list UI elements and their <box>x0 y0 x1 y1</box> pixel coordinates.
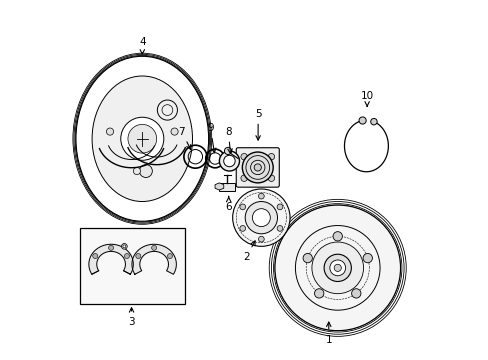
Circle shape <box>333 264 341 271</box>
Text: 6: 6 <box>225 196 232 212</box>
Circle shape <box>332 231 342 241</box>
Text: 4: 4 <box>139 37 145 54</box>
Circle shape <box>358 117 366 124</box>
Text: 9: 9 <box>207 123 216 153</box>
Circle shape <box>239 204 245 210</box>
Circle shape <box>167 253 172 258</box>
Polygon shape <box>215 183 224 190</box>
Circle shape <box>171 128 178 135</box>
Circle shape <box>363 253 372 263</box>
Circle shape <box>241 153 247 160</box>
Circle shape <box>219 151 239 171</box>
Circle shape <box>267 153 274 160</box>
Circle shape <box>241 175 247 181</box>
Circle shape <box>303 253 312 263</box>
Circle shape <box>136 253 141 258</box>
Circle shape <box>224 147 231 154</box>
Bar <box>80 228 185 304</box>
Circle shape <box>124 253 129 258</box>
Circle shape <box>121 117 163 160</box>
Text: 1: 1 <box>325 322 331 345</box>
Circle shape <box>324 254 351 282</box>
Circle shape <box>232 189 289 246</box>
Circle shape <box>351 289 360 298</box>
Text: 8: 8 <box>224 127 232 153</box>
Circle shape <box>258 236 264 242</box>
Circle shape <box>133 167 140 175</box>
Circle shape <box>122 245 125 248</box>
Circle shape <box>239 226 245 231</box>
Polygon shape <box>132 244 176 274</box>
Bar <box>219 183 235 191</box>
Circle shape <box>314 289 323 298</box>
Circle shape <box>108 245 113 250</box>
Polygon shape <box>89 244 133 274</box>
Circle shape <box>93 253 98 258</box>
Circle shape <box>242 152 273 183</box>
Circle shape <box>128 125 156 153</box>
Circle shape <box>157 100 177 120</box>
Circle shape <box>121 243 127 249</box>
Circle shape <box>258 193 264 199</box>
Text: 10: 10 <box>360 91 373 107</box>
Text: 7: 7 <box>178 127 190 149</box>
Text: 3: 3 <box>128 308 135 327</box>
Circle shape <box>267 175 274 181</box>
Circle shape <box>254 164 261 171</box>
Circle shape <box>329 260 345 276</box>
Circle shape <box>139 165 152 177</box>
Circle shape <box>370 118 376 125</box>
Circle shape <box>223 155 235 167</box>
Text: 5: 5 <box>254 109 261 140</box>
FancyBboxPatch shape <box>236 148 279 187</box>
Circle shape <box>311 242 363 294</box>
Text: 2: 2 <box>243 241 255 262</box>
Circle shape <box>151 245 156 250</box>
Circle shape <box>252 209 270 226</box>
Circle shape <box>244 202 277 234</box>
Ellipse shape <box>92 76 192 202</box>
Circle shape <box>106 128 113 135</box>
Ellipse shape <box>76 56 208 221</box>
Circle shape <box>277 226 282 231</box>
Circle shape <box>274 205 400 330</box>
Circle shape <box>277 204 282 210</box>
